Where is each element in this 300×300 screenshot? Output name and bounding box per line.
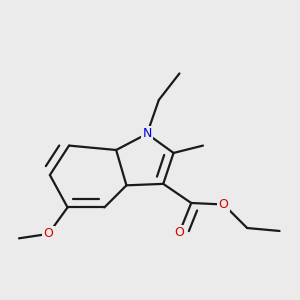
Text: O: O bbox=[219, 198, 229, 211]
Text: O: O bbox=[175, 226, 184, 239]
Text: O: O bbox=[44, 227, 53, 240]
Text: N: N bbox=[142, 127, 152, 140]
